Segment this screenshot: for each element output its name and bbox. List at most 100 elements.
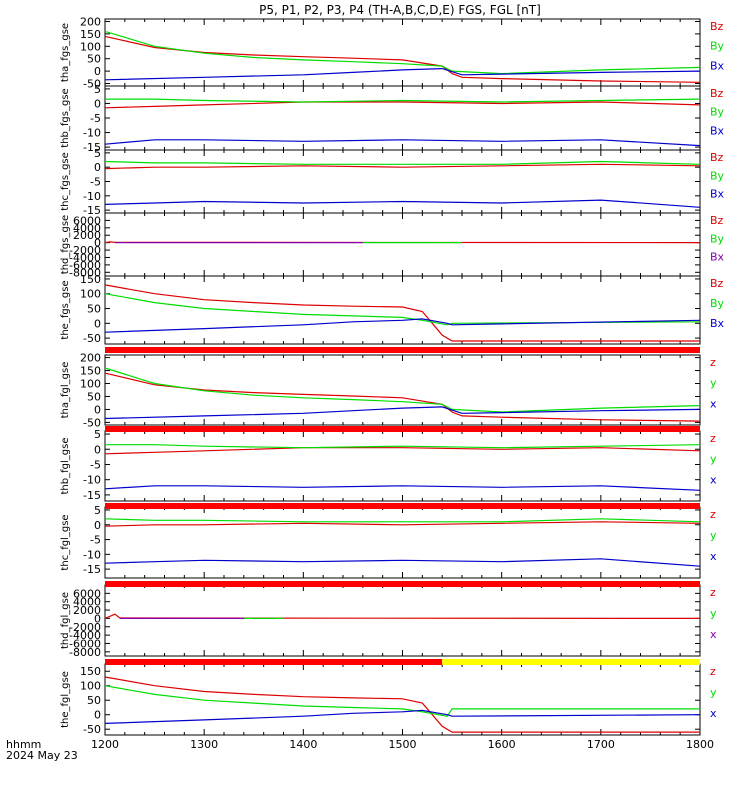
ytick-label: 50 [87, 303, 101, 316]
legend-Bz: Bz [710, 151, 724, 164]
series-line-By [104, 160, 701, 165]
ytick-label: 0 [94, 317, 101, 330]
xtick-label: 1800 [686, 738, 714, 751]
legend-By: By [710, 169, 725, 182]
series-line-y [105, 444, 701, 449]
ylabel-thb_fgl_gse: thb_fgl_gse [60, 438, 71, 495]
panel-thb_fgl_gse: thb_fgl_gse 5 0 -5 -10 -15 zyx [60, 428, 717, 502]
x-axis: 1200 1300 1400 1500 1600 1700 1800 [91, 738, 714, 751]
ytick-label: 100 [80, 40, 101, 53]
ytick-label: 100 [80, 680, 101, 693]
legend-z: z [710, 508, 716, 521]
ytick-label: -5 [90, 534, 101, 547]
ytick-label: 50 [87, 390, 101, 403]
legend-Bx: Bx [710, 317, 725, 330]
ytick-label: 0 [94, 612, 101, 625]
time-label: hhmm [6, 738, 41, 751]
ytick-label: -6000 [69, 259, 101, 272]
panels-group: tha_fgs_gse200150100500-50BzByBxthb_fgs_… [60, 15, 725, 736]
legend-y: y [710, 529, 717, 542]
series-line-Bx [104, 318, 701, 333]
ytick-label: 50 [87, 53, 101, 66]
ytick-label: -5 [90, 176, 101, 189]
ytick-label: 100 [80, 288, 101, 301]
ytick-label: 4000 [73, 222, 101, 235]
ytick-label: 0 [94, 65, 101, 78]
xtick-label: 1300 [190, 738, 218, 751]
series-line-x [104, 485, 701, 491]
ytick-label: 0 [94, 519, 101, 532]
ytick-label: 0 [94, 161, 101, 174]
panel-frame [104, 354, 701, 426]
ytick-label: 5 [94, 83, 101, 96]
series-line-Bx [104, 199, 701, 208]
ytick-label: 50 [87, 694, 101, 707]
ytick-label: 200 [80, 15, 101, 28]
ylabel-tha_fgl_gse: tha_fgl_gse [60, 362, 71, 419]
legend-x: x [710, 628, 717, 641]
date-label: 2024 May 23 [6, 749, 78, 762]
ylabel-thc_fgl_gse: thc_fgl_gse [60, 514, 71, 570]
ytick-label: -50 [83, 723, 101, 736]
series-line-z [104, 521, 701, 527]
ytick-label: -50 [83, 416, 101, 429]
panel-frame [104, 275, 701, 345]
xtick-label: 1700 [587, 738, 615, 751]
ytick-label: -10 [83, 190, 101, 203]
panel-the_fgs_gse: the_fgs_gse 150 100 500 -50 Bz By Bx [60, 273, 725, 345]
ytick-label: -8000 [69, 266, 101, 279]
ytick-label: 4000 [73, 596, 101, 609]
ytick-label: -10 [83, 548, 101, 561]
legend-y: y [710, 377, 717, 390]
ylabel-thd_fgl_gse: thd_fgl_gse [60, 592, 71, 649]
ytick-label: 2000 [73, 604, 101, 617]
ylabel-thb_fgs_gse: thb_fgs_gse [60, 88, 71, 147]
series-line-By [104, 30, 701, 75]
legend-Bx: Bx [710, 188, 725, 201]
ytick-label: -15 [83, 563, 101, 576]
ytick-label: 0 [94, 709, 101, 722]
legend-z: z [710, 665, 716, 678]
ytick-label: 0 [94, 237, 101, 250]
legend-Bz: Bz [710, 214, 724, 227]
ytick-label: -5 [90, 458, 101, 471]
legend-Bx: Bx [710, 251, 725, 264]
panel-frame [104, 430, 701, 502]
ylabel-tha_fgs_gse: tha_fgs_gse [60, 23, 71, 82]
panel-thc_fgs_gse: thc_fgs_gse 50 -5-10-15 Bz By Bx [60, 147, 725, 217]
ytick-label: 0 [94, 403, 101, 416]
series-line-z [104, 613, 701, 619]
ytick-label: -10 [83, 474, 101, 487]
ytick-label: -6000 [69, 637, 101, 650]
legend-z: z [710, 586, 716, 599]
ytick-label: 200 [80, 352, 101, 365]
ylabel-thc_fgs_gse: thc_fgs_gse [60, 152, 71, 211]
panel-thd_fgl_gse: thd_fgl_gse 6000400020000-2000-4000-6000-… [60, 584, 717, 659]
ytick-label: -8000 [69, 646, 101, 659]
legend-y: y [710, 686, 717, 699]
ytick-label: -50 [83, 332, 101, 345]
mode-bar-segment [105, 581, 700, 587]
ytick-label: 5 [94, 147, 101, 160]
ytick-label: -4000 [69, 251, 101, 264]
series-line-x [104, 406, 701, 420]
series-line-Bz [104, 284, 700, 342]
legend-By: By [710, 297, 725, 310]
legend-Bz: Bz [710, 87, 724, 100]
legend-Bx: Bx [710, 124, 725, 137]
series-line-z [104, 447, 701, 455]
series-line-x [104, 558, 701, 567]
series-line-x [104, 709, 701, 724]
mode-bar-segment [105, 659, 443, 665]
legend-z: z [710, 356, 716, 369]
legend-Bx: Bx [710, 59, 725, 72]
series-line-y [104, 518, 701, 523]
panel-frame [104, 584, 701, 657]
ytick-label: 5 [94, 504, 101, 517]
xtick-label: 1600 [488, 738, 516, 751]
legend-By: By [710, 106, 725, 119]
legend-Bz: Bz [710, 20, 724, 33]
